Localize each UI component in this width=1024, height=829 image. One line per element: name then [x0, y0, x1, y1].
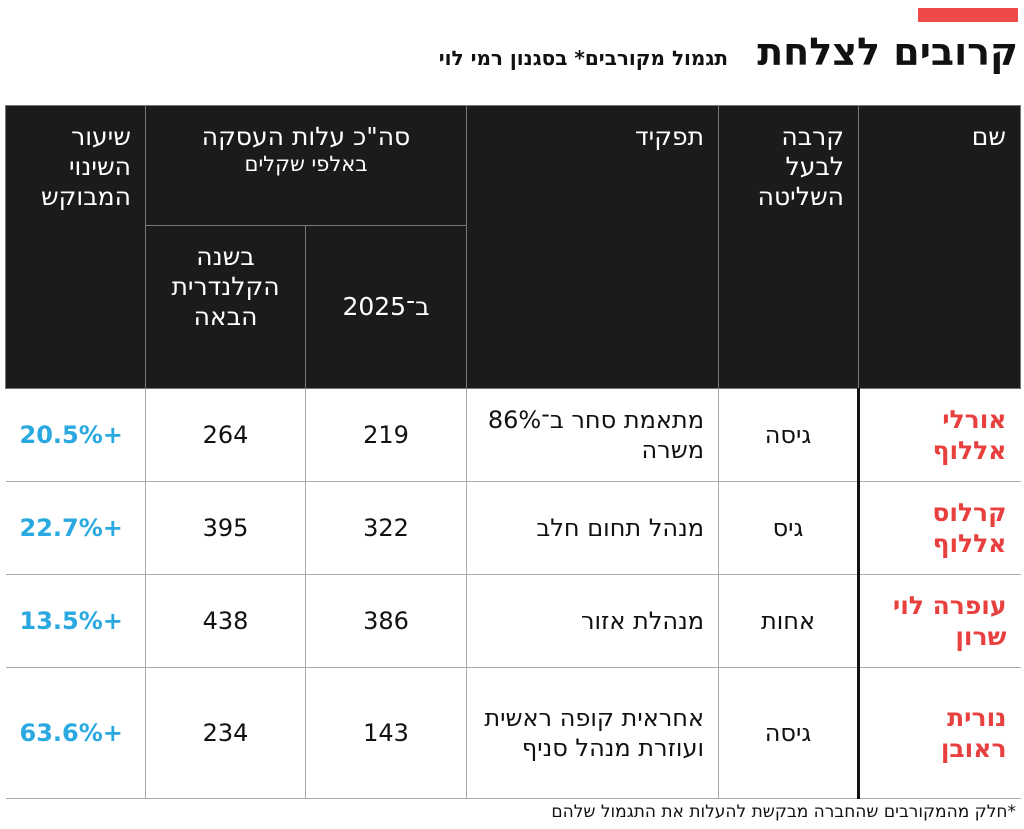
- table-cell: 322: [305, 481, 467, 575]
- title: קרובים לצלחת: [757, 30, 1018, 74]
- table-cell: אחראית קופה ראשית ועוזרת מנהל סניף: [466, 667, 719, 799]
- table-cell: 386: [305, 574, 467, 668]
- header-cell: ב־2025: [305, 225, 468, 389]
- footnote: *חלק מהמקורבים שהחברה מבקשת להעלות את הת…: [551, 802, 1016, 822]
- header-cell: שיעור השינוי המבוקש: [5, 105, 146, 389]
- table-body: אורלי אללוף גיסה מתאמת סחר ב־86% משרה 219 26…: [5, 388, 1021, 799]
- table-row: עופרה לוי שרון אחות מנהלת אזור 386 438 +13.5%: [5, 574, 1021, 668]
- table-cell: מתאמת סחר ב־86% משרה: [466, 388, 719, 482]
- header-group: סה"כ עלות העסקה באלפי שקלים: [144, 105, 468, 226]
- header-cell: סה"כ עלות העסקה: [201, 122, 411, 151]
- table-cell: +13.5%: [5, 574, 146, 668]
- table-cell: 219: [305, 388, 467, 482]
- table-cell: אורלי אללוף: [857, 388, 1021, 482]
- accent-bar: [918, 8, 1018, 22]
- header-unit: באלפי שקלים: [244, 152, 368, 176]
- header-cell: קרבה לבעל השליטה: [718, 105, 860, 389]
- table-cell: גיסה: [718, 667, 859, 799]
- table-cell: +20.5%: [5, 388, 146, 482]
- table-cell: 264: [144, 388, 306, 482]
- table-cell: מנהל תחום חלב: [466, 481, 719, 575]
- header-cell: תפקיד: [466, 105, 720, 389]
- table-cell: גיסה: [718, 388, 859, 482]
- table-row: אורלי אללוף גיסה מתאמת סחר ב־86% משרה 219 26…: [5, 388, 1021, 482]
- table-cell: +22.7%: [5, 481, 146, 575]
- table-cell: 438: [144, 574, 306, 668]
- table-cell: +63.6%: [5, 667, 146, 799]
- header-cell: בשנה הקלנדרית הבאה: [144, 225, 307, 389]
- table-row: קרלוס אללוף גיס מנהל תחום חלב 322 395 +22.7%: [5, 481, 1021, 575]
- table-cell: 234: [144, 667, 306, 799]
- table-cell: גיס: [718, 481, 859, 575]
- table-row: נורית ראובן גיסה אחראית קופה ראשית ועוזרת …: [5, 667, 1021, 799]
- table-cell: אחות: [718, 574, 859, 668]
- header-cell: שם: [858, 105, 1022, 389]
- table-cell: עופרה לוי שרון: [857, 574, 1021, 668]
- table-cell: 395: [144, 481, 306, 575]
- table: שם קרבה לבעל השליטה תפקיד סה"כ עלות העסק…: [5, 105, 1022, 799]
- table-cell: מנהלת אזור: [466, 574, 719, 668]
- table-cell: קרלוס אללוף: [857, 481, 1021, 575]
- table-cell: נורית ראובן: [857, 667, 1021, 799]
- table-cell: 143: [305, 667, 467, 799]
- subtitle: תגמול מקורבים* בסגנון רמי לוי: [438, 46, 728, 70]
